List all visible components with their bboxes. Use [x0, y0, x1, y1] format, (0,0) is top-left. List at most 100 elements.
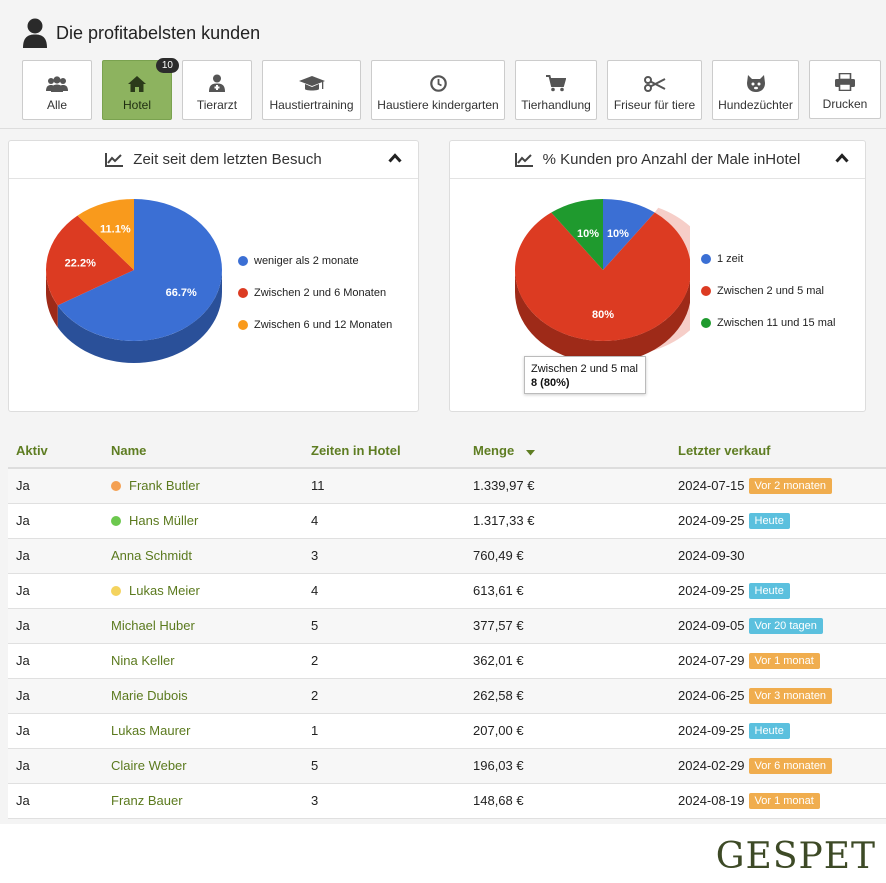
table-row[interactable]: Ja Frank Butler 11 1.339,97 €2024-07-15 Vor … — [8, 468, 886, 504]
chevron-up-icon[interactable] — [835, 153, 849, 163]
last-sale-date: 2024-09-25 — [678, 582, 745, 598]
cell-name[interactable]: Michael Huber — [103, 608, 303, 644]
table-row[interactable]: Ja Hans Müller 4 1.317,33 €2024-09-25 Heute — [8, 503, 886, 539]
pie-slice[interactable] — [551, 199, 603, 270]
cell-name[interactable]: Frank Butler — [103, 468, 303, 504]
pie-slice[interactable] — [515, 212, 690, 341]
pie-slice[interactable] — [603, 199, 655, 270]
print-button[interactable]: Drucken — [809, 60, 881, 119]
customer-name-link[interactable]: Hans Müller — [129, 513, 199, 528]
legend-swatch — [701, 286, 711, 296]
customer-name-link[interactable]: Nina Keller — [111, 653, 175, 668]
printer-icon — [835, 73, 855, 91]
print-button-label: Drucken — [822, 97, 868, 111]
legend-swatch — [701, 318, 711, 328]
recency-badge: Heute — [748, 582, 790, 599]
cell-name[interactable]: Lukas Maurer — [103, 713, 303, 749]
table-row[interactable]: Ja Marie Dubois 2 262,58 €2024-06-25 Vor 3 m… — [8, 678, 886, 714]
line-chart-icon — [514, 152, 533, 167]
tab-hundezuechter-label: Hundezüchter — [718, 98, 793, 112]
cell-name[interactable]: Franz Bauer — [103, 783, 303, 819]
recency-badge: Vor 1 monat — [748, 792, 820, 809]
cell-name[interactable]: Hans Müller — [103, 503, 303, 539]
cell-zeiten: 4 — [303, 503, 465, 539]
table-row[interactable]: Ja Franz Bauer 3 148,68 €2024-08-19 Vor 1 mo… — [8, 783, 886, 819]
dog-icon — [746, 74, 766, 92]
panel-visit-count-header: % Kunden pro Anzahl der Male inHotel — [450, 141, 865, 179]
user-icon — [23, 18, 47, 48]
table-row[interactable]: Ja Nina Keller 2 362,01 €2024-07-29 Vor 1 mo… — [8, 643, 886, 679]
tab-haustiere-kindergarten-label: Haustiere kindergarten — [377, 98, 499, 112]
line-chart-icon — [105, 152, 124, 167]
cell-zeiten: 1 — [303, 713, 465, 749]
customer-name-link[interactable]: Lukas Meier — [129, 583, 200, 598]
col-zeiten[interactable]: Zeiten in Hotel — [303, 433, 465, 469]
tab-friseur[interactable]: Friseur für tiere — [607, 60, 702, 120]
cell-name[interactable]: Claire Weber — [103, 748, 303, 784]
status-dot — [111, 516, 121, 526]
pie-slice[interactable] — [45, 215, 134, 306]
customer-name-link[interactable]: Michael Huber — [111, 618, 195, 633]
cell-letzter-verkauf: 2024-09-05 Vor 20 tagen — [670, 608, 886, 644]
table-row[interactable]: Ja Lukas Maurer 1 207,00 €2024-09-25 Heute — [8, 713, 886, 749]
divider — [0, 128, 886, 129]
cell-name[interactable]: Anna Schmidt — [103, 538, 303, 574]
cell-zeiten: 2 — [303, 643, 465, 679]
customer-name-link[interactable]: Frank Butler — [129, 478, 200, 494]
table-row[interactable]: Ja Lukas Meier 4 613,61 €2024-09-25 Heute — [8, 573, 886, 609]
pie-slice-label: 80% — [592, 309, 614, 321]
legend-last-visit: weniger als 2 monate Zwischen 2 und 6 Mon… — [238, 245, 392, 341]
recency-badge: Heute — [748, 722, 790, 739]
legend-swatch — [238, 256, 248, 266]
last-sale-date: 2024-06-25 — [678, 687, 745, 703]
legend-item[interactable]: Zwischen 11 und 15 mal — [701, 307, 835, 339]
pie-slice-side — [515, 270, 690, 363]
col-letzter-verkauf[interactable]: Letzter verkauf — [670, 433, 886, 469]
cell-name[interactable]: Nina Keller — [103, 643, 303, 679]
pie-slice[interactable] — [57, 199, 223, 341]
customer-name-link[interactable]: Lukas Maurer — [111, 723, 191, 738]
legend-item[interactable]: weniger als 2 monate — [238, 245, 392, 277]
customer-table: Aktiv Name Zeiten in Hotel Menge Letzter… — [8, 433, 886, 819]
tab-tierhandlung[interactable]: Tierhandlung — [515, 60, 597, 120]
tab-haustiere-kindergarten[interactable]: Haustiere kindergarten — [371, 60, 505, 120]
hotel-count-badge: 10 — [155, 58, 179, 73]
customer-name-link[interactable]: Anna Schmidt — [111, 548, 192, 563]
cell-zeiten: 11 — [303, 468, 465, 504]
customer-name-link[interactable]: Franz Bauer — [111, 793, 183, 808]
cell-name[interactable]: Marie Dubois — [103, 678, 303, 714]
col-aktiv[interactable]: Aktiv — [8, 433, 103, 469]
clock-icon — [429, 74, 447, 92]
status-dot — [111, 586, 121, 596]
legend-item[interactable]: 1 zeit — [701, 243, 835, 275]
customer-name-link[interactable]: Marie Dubois — [111, 688, 188, 703]
chevron-up-icon[interactable] — [388, 153, 402, 163]
cell-aktiv: Ja — [8, 573, 103, 609]
panel-visit-count-title: % Kunden pro Anzahl der Male inHotel — [542, 151, 801, 168]
tab-alle[interactable]: Alle — [22, 60, 92, 120]
pie-chart-last-visit: 66.7% 22.2% 11.1% — [45, 199, 223, 363]
tab-tierarzt[interactable]: Tierarzt — [182, 60, 252, 120]
legend-item[interactable]: Zwischen 6 und 12 Monaten — [238, 309, 392, 341]
doctor-icon — [209, 74, 225, 92]
legend-item[interactable]: Zwischen 2 und 5 mal — [701, 275, 835, 307]
table-row[interactable]: Ja Michael Huber 5 377,57 €2024-09-05 Vor 20… — [8, 608, 886, 644]
tab-hotel[interactable]: 10 Hotel — [102, 58, 179, 120]
table-row[interactable]: Ja Anna Schmidt 3 760,49 € 2024-09-30 — [8, 538, 886, 574]
tooltip-value: 8 (80%) — [531, 377, 570, 389]
panel-last-visit-header: Zeit seit dem letzten Besuch — [9, 141, 418, 179]
col-menge[interactable]: Menge — [465, 433, 670, 469]
table-body: Ja Frank Butler 11 1.339,97 €2024-07-15 Vor … — [8, 468, 886, 819]
cell-name[interactable]: Lukas Meier — [103, 573, 303, 609]
tab-haustiertraining[interactable]: Haustiertraining — [262, 60, 361, 120]
col-name[interactable]: Name — [103, 433, 303, 469]
pie-slice[interactable] — [77, 199, 134, 270]
last-sale-date: 2024-07-29 — [678, 652, 745, 668]
recency-badge: Vor 3 monaten — [748, 687, 833, 704]
recency-badge: Heute — [748, 512, 790, 529]
cell-zeiten: 4 — [303, 573, 465, 609]
table-row[interactable]: Ja Claire Weber 5 196,03 €2024-02-29 Vor 6 m… — [8, 748, 886, 784]
tab-hundezuechter[interactable]: Hundezüchter — [712, 60, 799, 120]
customer-name-link[interactable]: Claire Weber — [111, 758, 187, 773]
legend-item[interactable]: Zwischen 2 und 6 Monaten — [238, 277, 392, 309]
